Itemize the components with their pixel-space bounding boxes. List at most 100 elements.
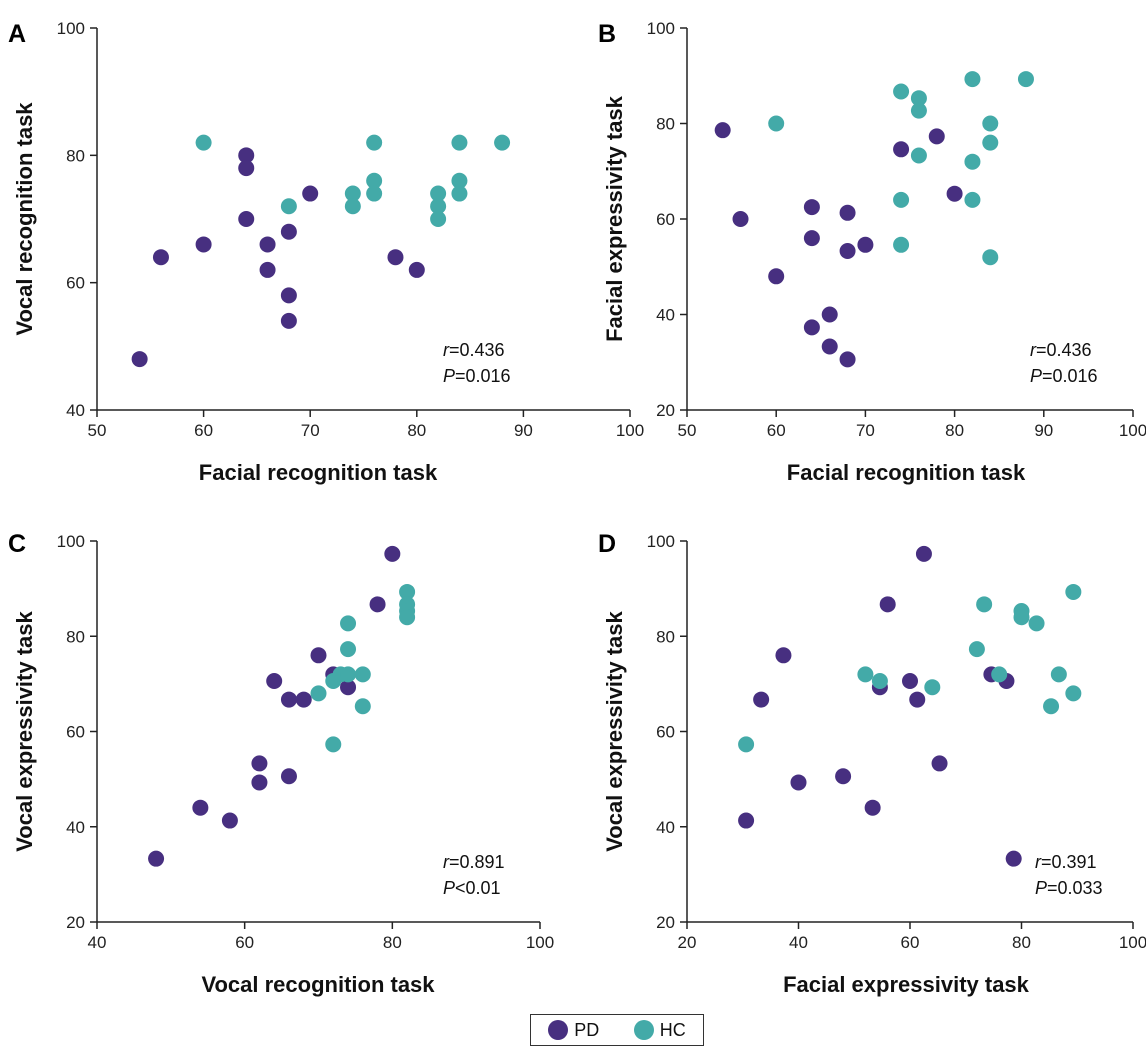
panel-letter: A [8, 20, 26, 48]
panel-b: 50 60 70 80 90 100 20 40 60 80 100 Facial recogniti… [598, 19, 1146, 485]
x-tick-label: 60 [901, 933, 920, 952]
y-tick-label: 100 [647, 532, 675, 551]
point-pd [738, 812, 755, 829]
point-pd [302, 185, 319, 202]
legend-label-pd: PD [574, 1019, 600, 1040]
point-pd [732, 211, 749, 227]
y-tick-label: 40 [66, 818, 85, 837]
legend-item-hc: HC [633, 1020, 686, 1041]
point-hc [366, 185, 383, 202]
point-hc [893, 191, 910, 208]
point-hc [968, 641, 985, 658]
scatter-figure: 50 60 70 80 90 100 40 60 80 100 Facial recognition… [8, 19, 1146, 997]
point-pd [192, 799, 209, 816]
point-hc [340, 615, 357, 632]
point-hc [366, 134, 383, 151]
point-pd [195, 236, 212, 253]
point-pd [902, 673, 918, 690]
legend-marker-hc [633, 1020, 654, 1040]
point-pd [753, 691, 770, 708]
point-hc [1065, 685, 1082, 702]
point-pd [1005, 850, 1022, 867]
point-hc [451, 185, 468, 202]
point-pd [714, 122, 731, 139]
point-pd [148, 850, 165, 867]
point-pd [893, 141, 910, 158]
point-hc [451, 172, 468, 189]
stat-r: r=0.891 [443, 852, 505, 872]
point-hc [325, 736, 342, 753]
x-tick-label: 50 [88, 421, 107, 440]
point-pd [946, 185, 963, 202]
y-tick-label: 40 [66, 401, 85, 420]
point-hc [1043, 698, 1060, 715]
point-pd [879, 596, 896, 613]
y-tick-label: 20 [656, 401, 675, 420]
point-pd [369, 596, 386, 613]
point-pd [387, 249, 404, 266]
legend: PD HC [530, 1014, 704, 1046]
point-hc [910, 102, 927, 119]
point-pd [408, 261, 425, 278]
stat-p: P=0.016 [1030, 366, 1098, 386]
point-hc [280, 198, 297, 215]
y-tick-label: 100 [57, 532, 85, 551]
point-hc [871, 673, 888, 690]
point-hc [451, 134, 468, 151]
panel-letter: D [598, 530, 616, 558]
x-tick-label: 50 [678, 421, 697, 440]
panel-a: 50 60 70 80 90 100 40 60 80 100 Facial recognition… [8, 19, 644, 485]
point-pd [839, 242, 856, 259]
point-pd [238, 160, 255, 177]
point-pd [266, 673, 283, 690]
point-pd [280, 768, 297, 785]
x-tick-label: 60 [767, 421, 786, 440]
point-pd [857, 236, 874, 253]
y-tick-label: 80 [656, 627, 675, 646]
point-pd [928, 128, 945, 145]
stat-r: r=0.391 [1035, 852, 1097, 872]
panel-letter: B [598, 20, 616, 48]
x-tick-label: 100 [1119, 933, 1146, 952]
point-pd [915, 545, 932, 562]
point-hc [924, 679, 941, 696]
point-pd [280, 223, 297, 240]
point-hc [893, 83, 910, 100]
x-tick-label: 80 [383, 933, 402, 952]
point-hc [344, 198, 361, 215]
point-hc [430, 211, 447, 227]
x-tick-label: 80 [945, 421, 964, 440]
point-hc [494, 134, 511, 151]
point-pd [768, 268, 785, 285]
point-hc [982, 249, 999, 266]
x-tick-label: 70 [856, 421, 875, 440]
y-axis-label: Vocal recognition task [12, 102, 37, 336]
point-hc [964, 153, 981, 170]
point-pd [238, 147, 255, 164]
point-hc [366, 172, 383, 189]
point-hc [344, 185, 361, 202]
point-pd [251, 755, 268, 772]
point-hc [399, 609, 416, 626]
x-tick-label: 90 [514, 421, 533, 440]
point-pd [803, 230, 820, 247]
x-axis-label: Vocal recognition task [201, 972, 435, 997]
y-tick-label: 40 [656, 818, 675, 837]
y-tick-label: 60 [656, 723, 675, 742]
point-hc [964, 71, 981, 88]
point-hc [1065, 583, 1082, 600]
point-pd [775, 647, 792, 664]
y-tick-label: 60 [66, 274, 85, 293]
point-hc [893, 236, 910, 253]
y-tick-label: 100 [57, 19, 85, 38]
y-tick-label: 20 [66, 913, 85, 932]
point-hc [976, 596, 993, 613]
point-pd [340, 679, 357, 696]
stat-r: r=0.436 [443, 340, 505, 360]
point-pd [152, 249, 169, 266]
point-hc [964, 191, 981, 208]
x-tick-label: 100 [526, 933, 554, 952]
stat-r: r=0.436 [1030, 340, 1092, 360]
y-tick-label: 80 [656, 115, 675, 134]
point-pd [839, 204, 856, 221]
